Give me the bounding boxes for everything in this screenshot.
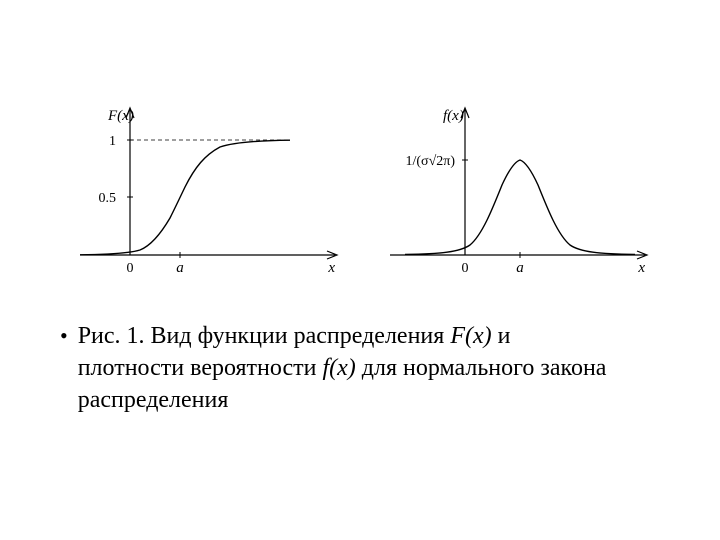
cdf-axes — [80, 108, 337, 259]
slide: F(x) 1 0.5 0 a x — [0, 0, 720, 540]
caption-text: Рис. 1. Вид функции распределения F(x) и… — [78, 320, 620, 416]
charts-row: F(x) 1 0.5 0 a x — [60, 100, 660, 300]
caption-fx: f(x) — [322, 355, 355, 381]
pdf-mean-label: a — [516, 260, 524, 276]
pdf-axes — [390, 108, 647, 259]
pdf-chart: f(x) 1/(σ√2π) 0 a x — [370, 100, 660, 300]
cdf-x-label: x — [327, 260, 335, 276]
cdf-tick-1: 1 — [109, 134, 116, 149]
cdf-svg: F(x) 1 0.5 0 a x — [60, 100, 350, 290]
pdf-curve — [405, 160, 635, 255]
pdf-origin-label: 0 — [462, 261, 469, 276]
cdf-tick-05: 0.5 — [99, 191, 117, 206]
caption-prefix: Рис. 1. Вид функции распределения — [78, 323, 451, 349]
cdf-chart: F(x) 1 0.5 0 a x — [60, 100, 350, 300]
cdf-mean-label: a — [176, 260, 184, 276]
pdf-y-label: f(x) — [443, 108, 464, 124]
pdf-svg: f(x) 1/(σ√2π) 0 a x — [370, 100, 660, 290]
caption: • Рис. 1. Вид функции распределения F(x)… — [60, 320, 620, 416]
cdf-origin-label: 0 — [127, 261, 134, 276]
pdf-x-label: x — [637, 260, 645, 276]
cdf-y-label: F(x) — [107, 108, 134, 124]
caption-Fx: F(x) — [450, 323, 491, 349]
pdf-peak-label: 1/(σ√2π) — [405, 154, 455, 169]
bullet-icon: • — [60, 320, 68, 352]
